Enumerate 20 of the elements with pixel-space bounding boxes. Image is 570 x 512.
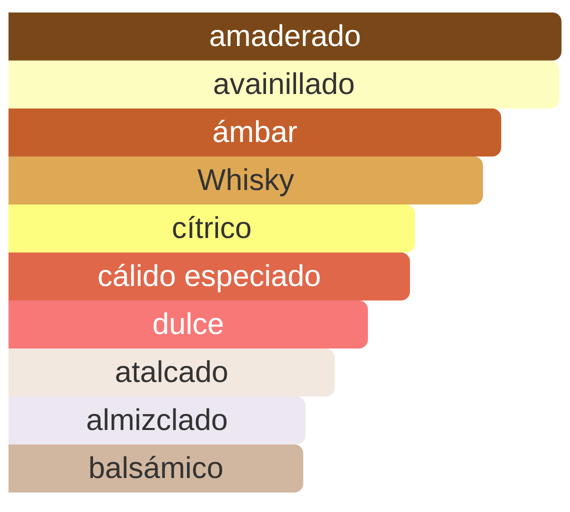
- y-tick-label: amaderado: [209, 20, 361, 53]
- bar: [8, 204, 415, 252]
- bar: [8, 156, 483, 204]
- bar: [8, 12, 562, 60]
- y-tick-label: Whisky: [197, 164, 294, 197]
- bar: [8, 348, 335, 396]
- bar: [8, 252, 410, 300]
- y-tick-label: ámbar: [212, 116, 298, 149]
- y-tick-label: dulce: [152, 308, 224, 341]
- bar: [8, 300, 368, 348]
- y-tick-label: almizclado: [86, 404, 228, 437]
- bar: [8, 396, 306, 444]
- bar: [8, 108, 502, 156]
- y-tick-label: avainillado: [213, 68, 355, 101]
- bar: [8, 60, 560, 108]
- y-tick-label: balsámico: [88, 452, 224, 485]
- bar: [8, 444, 304, 492]
- y-tick-label: cálido especiado: [97, 260, 321, 293]
- y-tick-label: atalcado: [114, 356, 228, 389]
- y-tick-label: cítrico: [172, 212, 252, 245]
